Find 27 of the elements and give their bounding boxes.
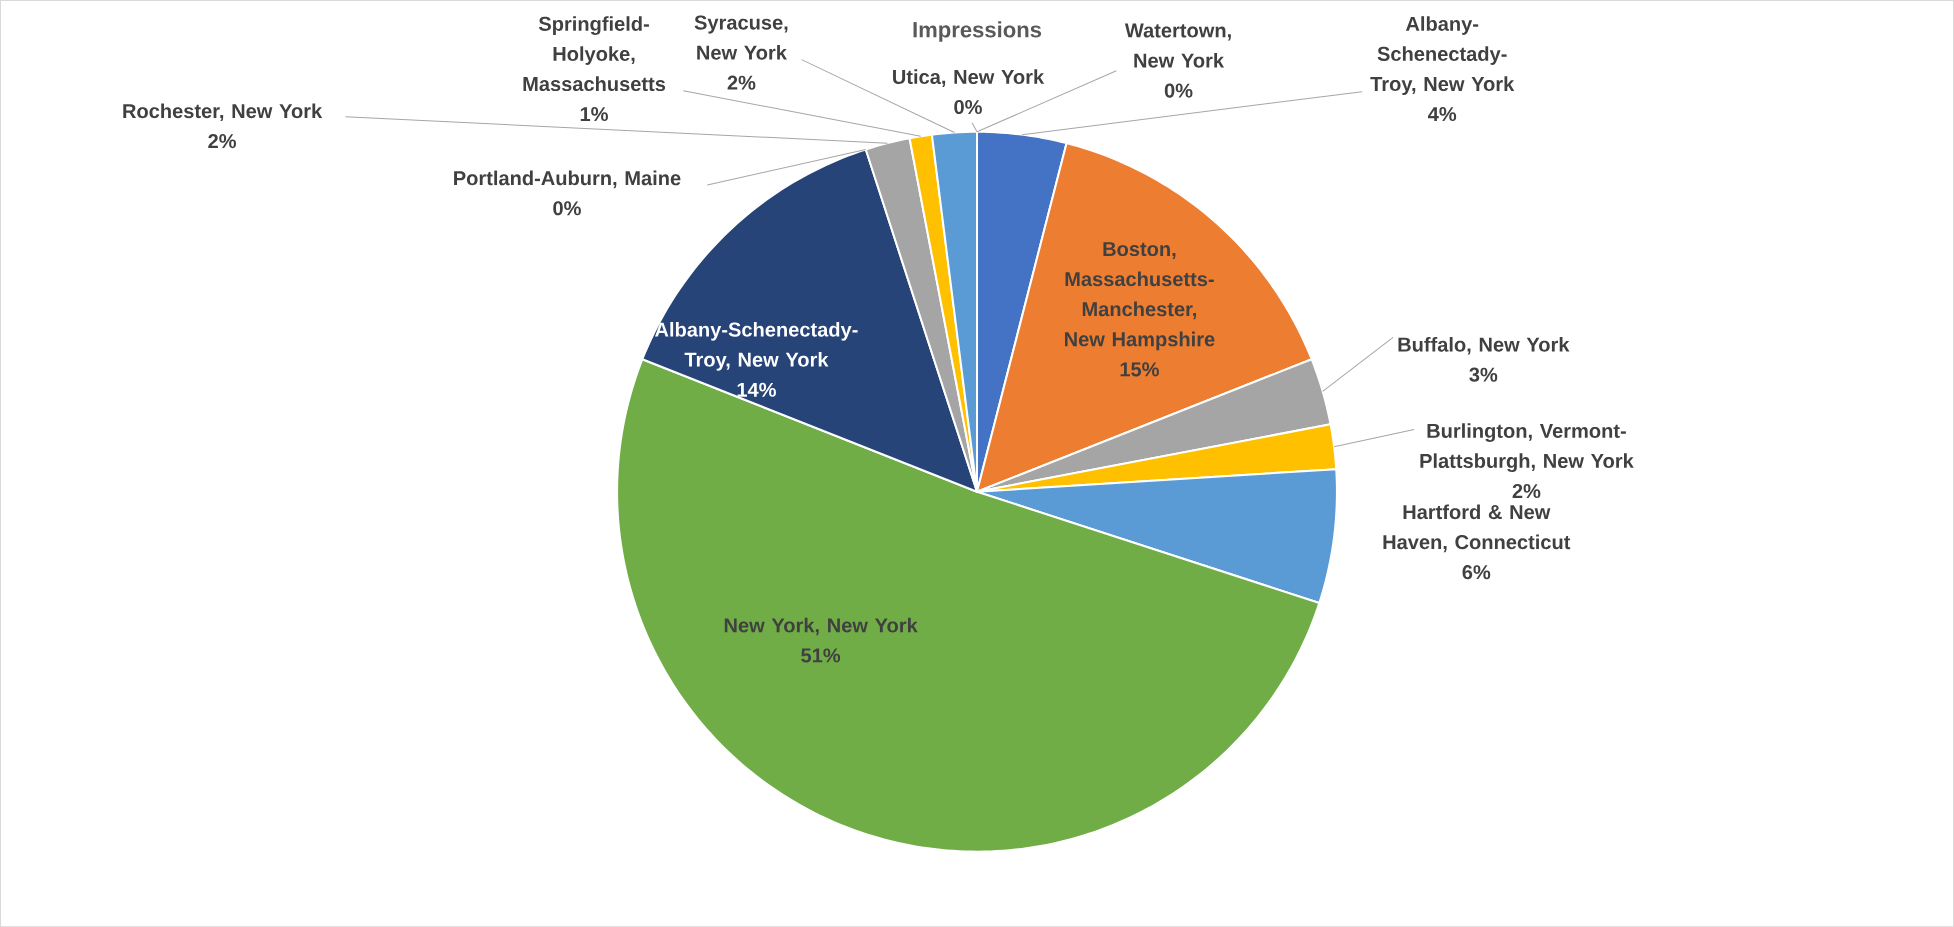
- data-label: 4%: [1428, 106, 1457, 121]
- slice-label: Boston, Massachusetts-Manchester, New Hampshire: [1064, 241, 1215, 351]
- text: 0%: [954, 99, 982, 114]
- data-label: 1%: [580, 106, 608, 121]
- slice-label: Springfield-Holyoke, Massachusetts: [523, 16, 666, 91]
- chart-title: Impressions: [913, 21, 1042, 42]
- slice-label: Albany-Schenectady-Troy, New York: [654, 321, 858, 371]
- data-label: 3%: [1469, 367, 1498, 382]
- data-label: 2%: [727, 75, 756, 90]
- data-label: 15%: [1120, 362, 1159, 377]
- slice-label: Hartford & New Haven, Connecticut: [1383, 504, 1571, 552]
- data-label: 14%: [737, 382, 776, 397]
- slice-label: Syracuse, New York: [694, 15, 788, 60]
- category-label: Utica, New York: [893, 69, 1045, 87]
- slice-label: Burlington, Vermont-Plattsburgh, New York: [1420, 423, 1634, 472]
- data-label: 6%: [1462, 564, 1491, 580]
- slice-label: Buffalo, New York: [1398, 336, 1570, 355]
- slice-label: Albany-Schenectady-Troy, New York: [1370, 16, 1515, 95]
- category-label: Portland-Auburn, Maine: [454, 170, 681, 189]
- slice-label: New York, New York: [724, 617, 918, 636]
- category-label: Watertown, New York: [1124, 23, 1231, 68]
- slice-label: Rochester, New York: [123, 103, 323, 121]
- data-label: 2%: [208, 133, 237, 149]
- text: 0%: [1164, 83, 1193, 98]
- text: 0%: [553, 201, 581, 216]
- data-label: 51%: [801, 648, 841, 663]
- data-label: 2%: [1512, 483, 1541, 498]
